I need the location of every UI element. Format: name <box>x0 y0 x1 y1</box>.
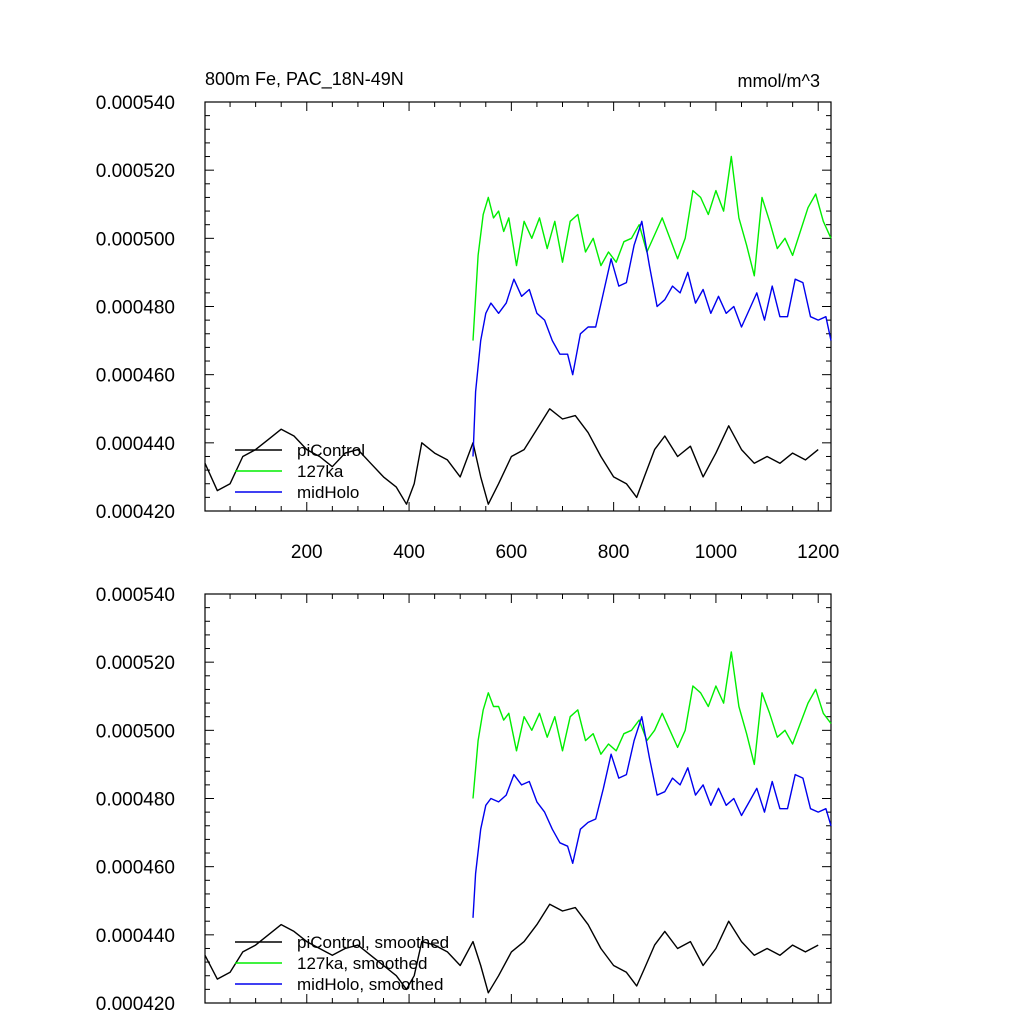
y-tick-label: 0.000540 <box>96 585 175 606</box>
series-line-midholo-smoothed <box>472 716 832 918</box>
plot-area: 0.000420 0.000440 0.000460 0.000480 0.000500… <box>96 585 832 1015</box>
y-tick-label: 0.000520 <box>96 161 175 182</box>
x-tick-label: 1000 <box>695 542 737 563</box>
y-tick-label: 0.000420 <box>96 994 175 1015</box>
legend-label: midHolo, smoothed <box>297 975 443 994</box>
y-tick-label: 0.000500 <box>96 721 175 742</box>
legend-label: piControl, smoothed <box>297 933 449 952</box>
y-tick-label: 0.000480 <box>96 298 175 319</box>
x-tick-label: 200 <box>291 542 323 563</box>
y-tick-label: 0.000460 <box>96 858 175 879</box>
top-panel: 800m Fe, PAC_18N-49N mmol/m^3 0.0004200.… <box>96 69 840 563</box>
y-tick-label: 0.000420 <box>96 502 175 523</box>
y-tick-label: 0.000460 <box>96 366 175 387</box>
y-tick-label: 0.000540 <box>96 93 175 114</box>
series-line-midholo <box>472 220 832 457</box>
x-tick-label: 400 <box>393 542 425 563</box>
x-tick-label: 800 <box>598 542 630 563</box>
plot-area: 0.000420 0.000440 0.000460 0.000480 0.000500… <box>96 93 840 563</box>
y-tick-label: 0.000440 <box>96 926 175 947</box>
bottom-panel: 0.000420 0.000440 0.000460 0.000480 0.000500… <box>96 585 832 1015</box>
panel-title: 800m Fe, PAC_18N-49N <box>205 69 404 90</box>
y-tick-label: 0.000520 <box>96 653 175 674</box>
legend-label: piControl <box>297 441 365 460</box>
y-tick-label: 0.000500 <box>96 229 175 250</box>
x-tick-label: 600 <box>495 542 527 563</box>
y-tick-label: 0.000480 <box>96 790 175 811</box>
legend-label: 127ka <box>297 462 344 481</box>
y-tick-label: 0.000440 <box>96 434 175 455</box>
series-line-127ka-smoothed <box>472 651 832 799</box>
x-tick-label: 1200 <box>797 542 839 563</box>
legend-label: midHolo <box>297 483 359 502</box>
series-line-picontrol <box>204 408 819 505</box>
legend-label: 127ka, smoothed <box>297 954 427 973</box>
series-line-picontrol-smoothed <box>204 903 819 994</box>
units-label: mmol/m^3 <box>738 71 820 91</box>
series-line-127ka <box>472 155 832 341</box>
